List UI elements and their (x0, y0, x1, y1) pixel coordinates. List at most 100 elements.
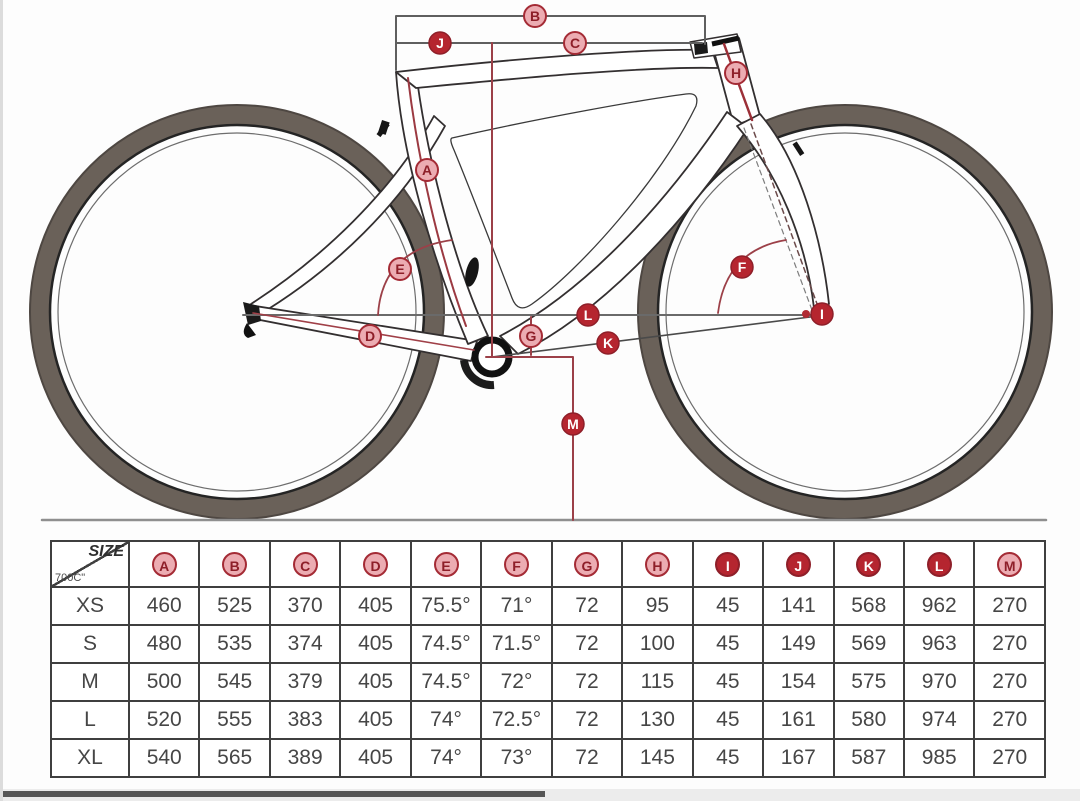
value-cell-f: 72.5° (480, 700, 553, 740)
size-label: L (50, 700, 130, 740)
value-cell-e: 74° (409, 738, 483, 778)
value-cell-i: 45 (691, 738, 765, 778)
fork-axis (743, 127, 813, 311)
column-letter-badge: L (926, 551, 952, 577)
value-cell-j: 161 (762, 700, 835, 740)
value-cell-h: 95 (621, 586, 694, 626)
value-cell-a: 460 (127, 586, 201, 626)
bike-geometry-diagram: A B C D E F G H I J KL M (29, 4, 1053, 522)
value-cell-f: 73° (480, 738, 553, 778)
frame (248, 33, 830, 362)
column-letter-badge: A (151, 551, 177, 577)
value-cell-k: 569 (832, 624, 905, 664)
front-valve (792, 141, 805, 156)
column-letter-badge: K (856, 551, 882, 577)
bottom-bar (0, 791, 545, 797)
front-axle-dot (802, 310, 810, 318)
value-cell-a: 520 (127, 700, 201, 740)
svg-text:L: L (584, 307, 593, 323)
svg-text:M: M (567, 416, 579, 432)
value-cell-b: 535 (198, 624, 271, 664)
column-header-i: I (691, 540, 765, 588)
column-header-g: G (550, 540, 624, 588)
stem-clamp (694, 42, 708, 55)
steering-axis (750, 123, 821, 313)
value-cell-e: 75.5° (409, 586, 483, 626)
frame-inner-contour (450, 93, 698, 309)
size-label: XS (50, 586, 130, 626)
value-cell-c: 389 (268, 738, 342, 778)
value-cell-h: 100 (621, 624, 694, 664)
value-cell-l: 985 (902, 738, 976, 778)
value-cell-c: 370 (268, 586, 342, 626)
head-angle-arc (717, 239, 787, 314)
value-cell-e: 74.5° (409, 624, 483, 664)
svg-text:C: C (570, 35, 580, 51)
value-cell-g: 72 (550, 586, 624, 626)
head-tube-top-cap (711, 35, 740, 47)
value-cell-b: 525 (198, 586, 271, 626)
marker-badge-b: B (523, 4, 547, 28)
value-cell-l: 962 (902, 586, 976, 626)
value-cell-c: 374 (268, 624, 342, 664)
value-cell-f: 72° (480, 662, 553, 702)
value-cell-l: 963 (902, 624, 976, 664)
value-cell-j: 167 (762, 738, 835, 778)
value-cell-k: 587 (832, 738, 905, 778)
value-cell-k: 575 (832, 662, 905, 702)
rear-dropout (243, 302, 261, 325)
size-row-xl: XL 540 565 389 405 74° 73° 72 145 45 167 587 985 270 (50, 738, 1046, 778)
column-letter-badge: H (644, 551, 670, 577)
svg-text:H: H (731, 65, 741, 81)
value-cell-m: 270 (973, 586, 1046, 626)
size-row-s: S 480 535 374 405 74.5° 71.5° 72 100 45 149 569 963 2… (50, 624, 1046, 664)
diagram-letter-markers: A B C D E F G H I J KL M (358, 4, 834, 436)
marker-badge-k: K (596, 331, 620, 355)
value-cell-j: 149 (762, 624, 835, 664)
value-cell-i: 45 (691, 700, 765, 740)
value-cell-d: 405 (339, 624, 412, 664)
column-header-e: E (409, 540, 483, 588)
column-header-a: A (127, 540, 201, 588)
table-header-row: SIZE 700C" A B C D E F G H I J K L M (50, 540, 1046, 588)
column-header-m: M (973, 540, 1046, 588)
svg-text:I: I (820, 306, 824, 322)
size-row-m: M 500 545 379 405 74.5° 72° 72 115 45 154 575 970 270 (50, 662, 1046, 702)
value-cell-m: 270 (973, 624, 1046, 664)
value-cell-d: 405 (339, 700, 412, 740)
marker-badge-e: E (388, 257, 412, 281)
seat-tube-line (407, 77, 467, 327)
value-cell-k: 568 (832, 586, 905, 626)
marker-badge-m: M (561, 412, 585, 436)
value-cell-b: 555 (198, 700, 271, 740)
seat-clamp-boss (378, 120, 390, 135)
value-cell-a: 540 (127, 738, 201, 778)
size-row-xs: XS 460 525 370 405 75.5° 71° 72 95 45 141 568 962 270 (50, 586, 1046, 626)
seat-tube (395, 71, 489, 345)
svg-text:F: F (738, 259, 747, 275)
marker-badge-a: A (415, 158, 439, 182)
value-cell-e: 74.5° (409, 662, 483, 702)
marker-badge-i: I (810, 302, 834, 326)
column-header-l: L (902, 540, 976, 588)
value-cell-h: 115 (621, 662, 694, 702)
marker-badge-l: L (576, 303, 600, 327)
value-cell-l: 970 (902, 662, 976, 702)
front-derailleur (465, 257, 479, 287)
value-cell-i: 45 (691, 586, 765, 626)
size-label: M (50, 662, 130, 702)
column-header-j: J (762, 540, 835, 588)
column-letter-badge: E (433, 551, 459, 577)
size-row-l: L 520 555 383 405 74° 72.5° 72 130 45 161 580 974 270 (50, 700, 1046, 740)
value-cell-a: 480 (127, 624, 201, 664)
front-wheel (637, 104, 1053, 520)
value-cell-d: 405 (339, 738, 412, 778)
value-cell-m: 270 (973, 700, 1046, 740)
value-cell-g: 72 (550, 700, 624, 740)
value-cell-f: 71° (480, 586, 553, 626)
svg-text:B: B (530, 8, 540, 24)
size-label: S (50, 624, 130, 664)
column-header-b: B (198, 540, 271, 588)
table-corner-cell: SIZE 700C" (50, 540, 130, 588)
